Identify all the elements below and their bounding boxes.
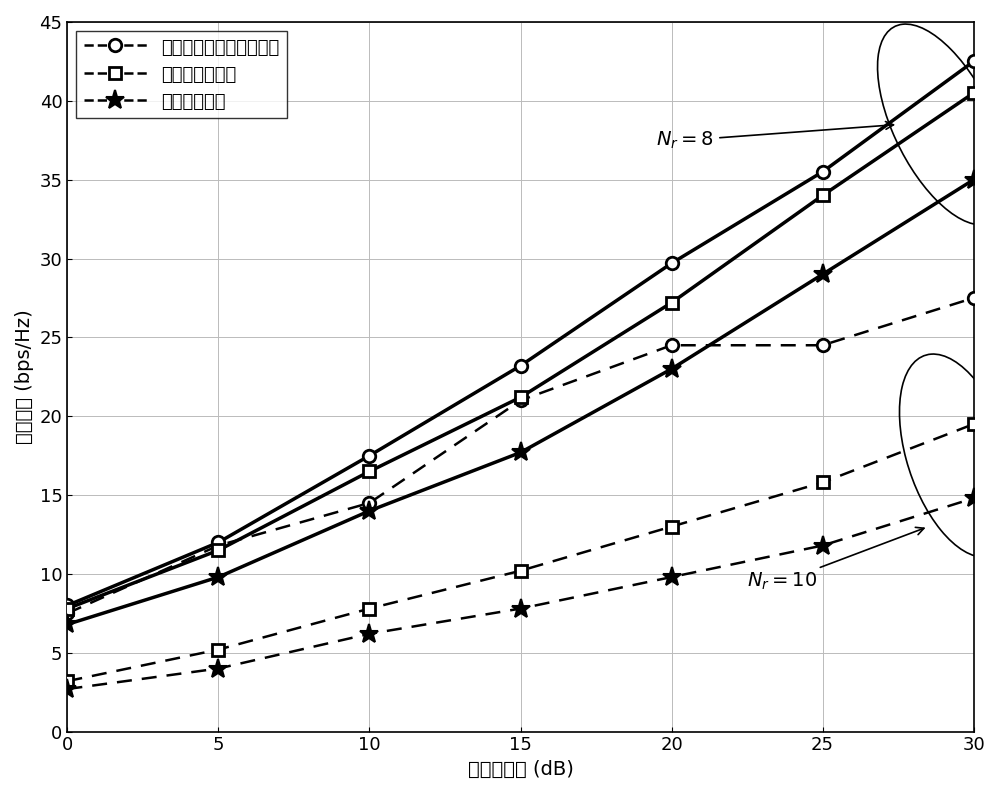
Text: $N_r = 8$: $N_r = 8$: [656, 121, 893, 151]
Y-axis label: 安全速率 (bps/Hz): 安全速率 (bps/Hz): [15, 310, 34, 444]
X-axis label: 等价信噪比 (dB): 等价信噪比 (dB): [468, 760, 573, 779]
Text: $N_r = 10$: $N_r = 10$: [747, 527, 924, 592]
Legend: 本发明信道选择波束成形, 等功率波束形成, 随机波束形成: 本发明信道选择波束成形, 等功率波束形成, 随机波束形成: [76, 31, 287, 118]
